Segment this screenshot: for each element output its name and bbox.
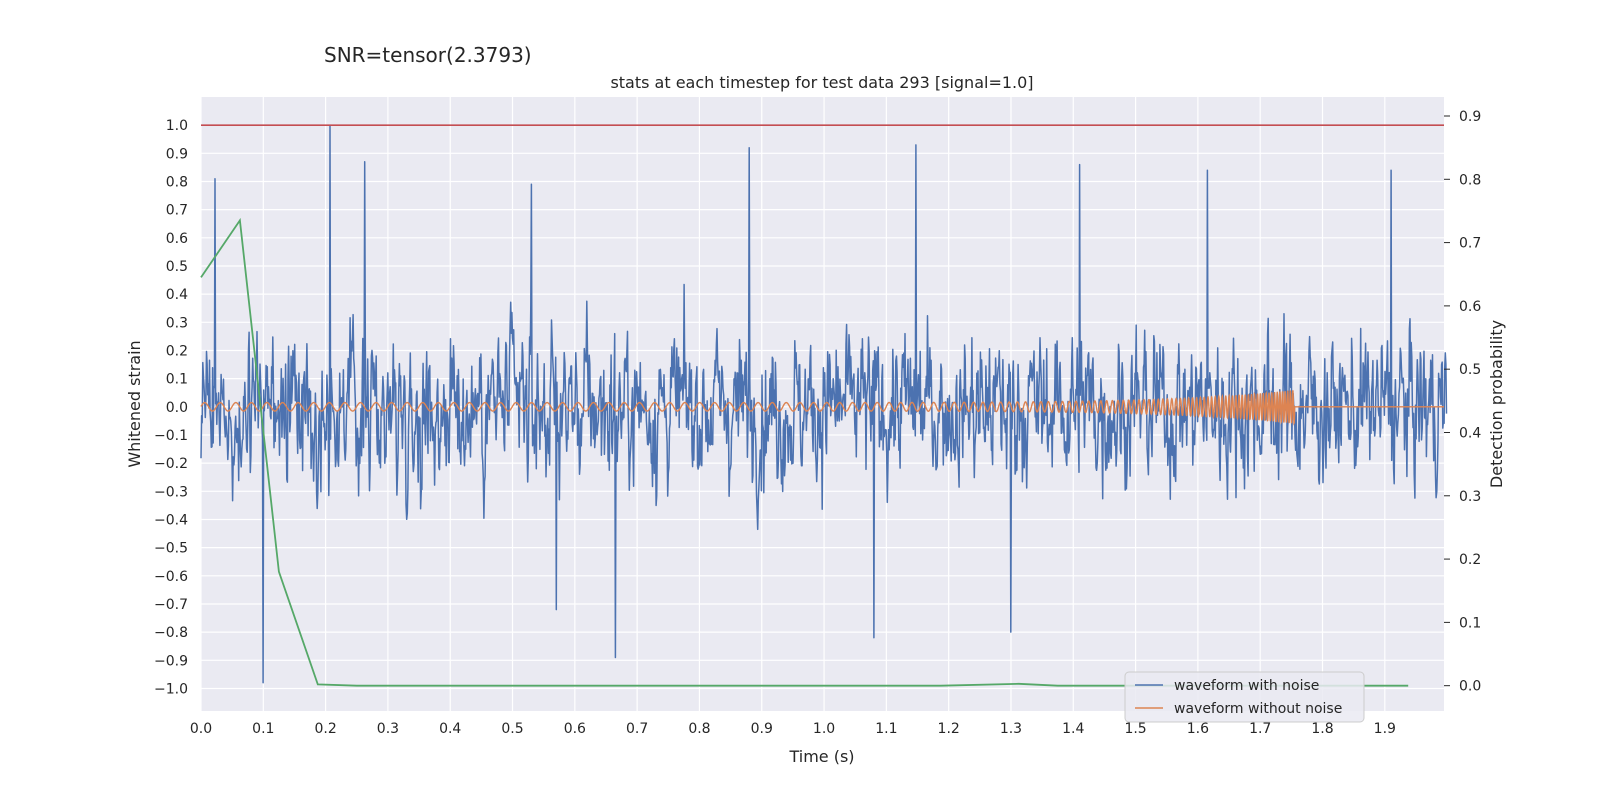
- y-tick-label: 0.1: [166, 372, 188, 388]
- legend-label-clean: waveform without noise: [1174, 701, 1342, 717]
- chart-title: stats at each timestep for test data 293…: [610, 73, 1033, 92]
- y-tick-label: −0.9: [154, 653, 188, 669]
- y2-axis-ticks: 0.9 0.8 0.7 0.6 0.5 0.4 0.3 0.2 0.1 0.0: [1444, 109, 1481, 695]
- y-tick-label: −0.4: [154, 512, 188, 528]
- clean-line: [200, 390, 1444, 426]
- x-tick-label: 0.3: [377, 721, 399, 737]
- y-tick-label: −1.0: [154, 681, 188, 697]
- y2-tick-label: 0.9: [1459, 109, 1481, 125]
- y2-tick-label: 0.8: [1459, 172, 1481, 188]
- y2-tick-label: 0.0: [1459, 679, 1481, 695]
- noise-line: [200, 124, 1448, 684]
- x-tick-label: 0.2: [314, 721, 336, 737]
- x-tick-label: 0.5: [501, 721, 523, 737]
- x-tick-label: 1.2: [938, 721, 960, 737]
- x-tick-label: 0.8: [688, 721, 710, 737]
- x-tick-label: 1.0: [813, 721, 835, 737]
- x-tick-label: 1.9: [1374, 721, 1396, 737]
- y-tick-label: 0.3: [166, 315, 188, 331]
- y-tick-label: −0.5: [154, 541, 188, 557]
- x-tick-label: 0.1: [252, 721, 274, 737]
- y-tick-label: 0.9: [166, 146, 188, 162]
- y2-tick-label: 0.7: [1459, 236, 1481, 252]
- y-tick-label: 0.0: [166, 400, 188, 416]
- y-tick-label: 0.7: [166, 203, 188, 219]
- y2-tick-label: 0.3: [1459, 489, 1481, 505]
- y2-tick-label: 0.1: [1459, 615, 1481, 631]
- x-tick-label: 1.7: [1249, 721, 1271, 737]
- x-tick-label: 1.3: [1000, 721, 1022, 737]
- legend-frame: [1124, 671, 1365, 723]
- y-axis-ticks: 1.0 0.9 0.8 0.7 0.6 0.5 0.4 0.3 0.2 0.1 0.0 −0.1 −0.…: [154, 118, 188, 697]
- x-tick-label: 1.8: [1311, 721, 1333, 737]
- y-tick-label: −0.6: [154, 569, 188, 585]
- legend: waveform with noise waveform without noi…: [1124, 671, 1365, 723]
- y-tick-label: −0.3: [154, 484, 188, 500]
- probability-line: [200, 217, 1409, 687]
- y2-tick-label: 0.5: [1459, 362, 1481, 378]
- series-waveform-with-noise: [200, 124, 1448, 684]
- y2-tick-label: 0.6: [1459, 299, 1481, 315]
- x-tick-label: 0.0: [190, 721, 212, 737]
- y-tick-label: 0.2: [166, 343, 188, 359]
- y-tick-label: 0.4: [166, 287, 188, 303]
- y-tick-label: −0.7: [154, 597, 188, 613]
- y-tick-label: 0.6: [166, 231, 188, 247]
- x-axis-label: Time (s): [788, 747, 854, 766]
- series-detection-probability: [200, 217, 1409, 687]
- y-tick-label: 0.8: [166, 174, 188, 190]
- legend-label-noise: waveform with noise: [1174, 678, 1319, 694]
- x-tick-label: 0.6: [564, 721, 586, 737]
- x-tick-label: 1.1: [875, 721, 897, 737]
- x-tick-label: 0.9: [751, 721, 773, 737]
- series-waveform-without-noise: [200, 390, 1444, 426]
- y-tick-label: −0.1: [154, 428, 188, 444]
- y2-axis-label: Detection probability: [1487, 320, 1506, 488]
- x-tick-label: 0.4: [439, 721, 461, 737]
- suptitle: SNR=tensor(2.3793): [324, 43, 532, 67]
- x-tick-label: 1.5: [1124, 721, 1146, 737]
- x-tick-label: 0.7: [626, 721, 648, 737]
- y-tick-label: −0.2: [154, 456, 188, 472]
- y-tick-label: 0.5: [166, 259, 188, 275]
- x-tick-label: 1.6: [1187, 721, 1209, 737]
- y2-tick-label: 0.4: [1459, 425, 1481, 441]
- y-tick-label: −0.8: [154, 625, 188, 641]
- x-axis-ticks: 0.0 0.1 0.2 0.3 0.4 0.5 0.6 0.7 0.8 0.9 1.0 1.1 1.2 1…: [190, 721, 1396, 737]
- y2-tick-label: 0.2: [1459, 552, 1481, 568]
- x-tick-label: 1.4: [1062, 721, 1084, 737]
- y-tick-label: 1.0: [166, 118, 188, 134]
- y-axis-label: Whitened strain: [125, 340, 144, 467]
